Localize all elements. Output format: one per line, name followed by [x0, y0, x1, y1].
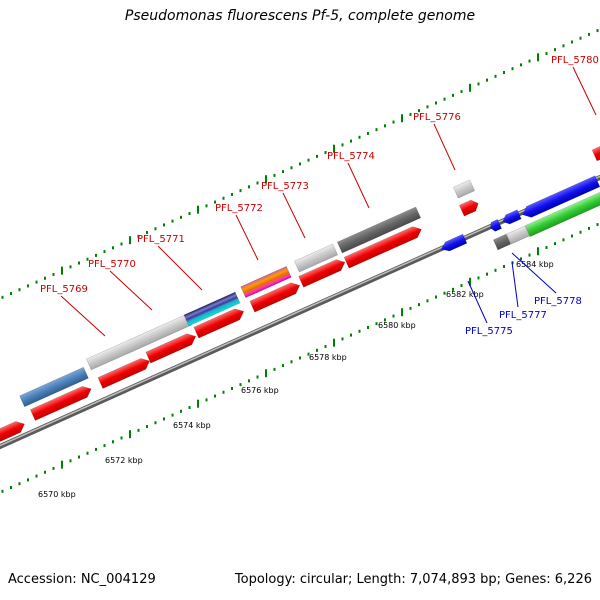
scale-labels: 6570 kbp 6572 kbp 6574 kbp 6576 kbp 6578 kbp…: [38, 260, 554, 499]
scale-label: 6582 kbp: [446, 290, 484, 299]
protein-feature-bar: [86, 313, 192, 371]
protein-feature-bar: [506, 225, 530, 245]
leader-line: [60, 295, 106, 337]
domain-feature-bar: [240, 265, 292, 299]
scale-label: 6572 kbp: [105, 456, 143, 465]
protein-feature-bar: [336, 206, 422, 254]
leader-line: [109, 270, 153, 311]
forward-gene-arrow: [145, 333, 197, 364]
protein-feature-bar: [493, 233, 511, 251]
gene-label: PFL_5775: [465, 326, 513, 337]
label-leader-lines: [60, 66, 597, 337]
gene-features: [0, 146, 600, 444]
gene-label: PFL_5773: [261, 181, 309, 192]
scale-label: 6580 kbp: [378, 321, 416, 330]
leader-line: [235, 214, 259, 261]
leader-line: [433, 123, 456, 171]
forward-gene-arrow: [591, 146, 600, 162]
leader-line: [157, 245, 203, 291]
forward-gene-arrow: [97, 358, 150, 389]
scale-label: 6584 kbp: [516, 260, 554, 269]
forward-gene-arrow: [193, 308, 245, 339]
reverse-gene-arrow: [490, 219, 502, 232]
outer-tick-marks: [1, 29, 599, 299]
forward-gene-arrow: [343, 226, 422, 269]
page-title: Pseudomonas fluorescens Pf-5, complete g…: [124, 8, 476, 24]
leader-line: [347, 162, 370, 209]
scale-label: 6576 kbp: [241, 386, 279, 395]
reverse-gene-arrow: [502, 209, 522, 225]
scale-label: 6578 kbp: [309, 353, 347, 362]
forward-gene-arrow: [298, 259, 346, 288]
gene-label: PFL_5774: [327, 151, 375, 162]
leader-line: [282, 192, 306, 239]
gene-label: PFL_5780: [551, 55, 599, 66]
leader-line: [467, 280, 488, 324]
protein-feature-bar: [453, 179, 475, 199]
forward-gene-arrow: [30, 386, 92, 421]
domain-feature-bar: [183, 291, 241, 327]
forward-gene-arrow: [459, 199, 479, 217]
gene-label: PFL_5769: [40, 284, 88, 295]
leader-line: [511, 252, 557, 294]
gene-label: PFL_5772: [215, 203, 263, 214]
protein-feature-bar: [294, 243, 338, 273]
inner-tick-marks: [1, 223, 599, 493]
gene-label: PFL_5776: [413, 112, 461, 123]
gene-label: PFL_5770: [88, 259, 136, 270]
forward-gene-arrow: [249, 282, 301, 313]
gene-label: PFL_5777: [499, 310, 547, 321]
protein-feature-bar: [19, 366, 89, 408]
leader-line: [572, 66, 597, 116]
scale-label: 6570 kbp: [38, 490, 76, 499]
accession-text: Accession: NC_004129: [8, 572, 156, 587]
forward-gene-arrow: [0, 421, 25, 444]
genome-summary-text: Topology: circular; Length: 7,074,893 bp…: [234, 572, 592, 587]
reverse-gene-arrow: [440, 233, 468, 252]
leader-line: [511, 261, 519, 308]
scale-label: 6574 kbp: [173, 421, 211, 430]
gene-label: PFL_5778: [534, 296, 582, 307]
reverse-gene-arrow: [524, 191, 600, 237]
gene-label: PFL_5771: [137, 234, 185, 245]
reverse-gene-arrow: [522, 175, 600, 218]
gene-labels: PFL_5769 PFL_5770 PFL_5771 PFL_5772 PFL_5773…: [40, 55, 599, 337]
